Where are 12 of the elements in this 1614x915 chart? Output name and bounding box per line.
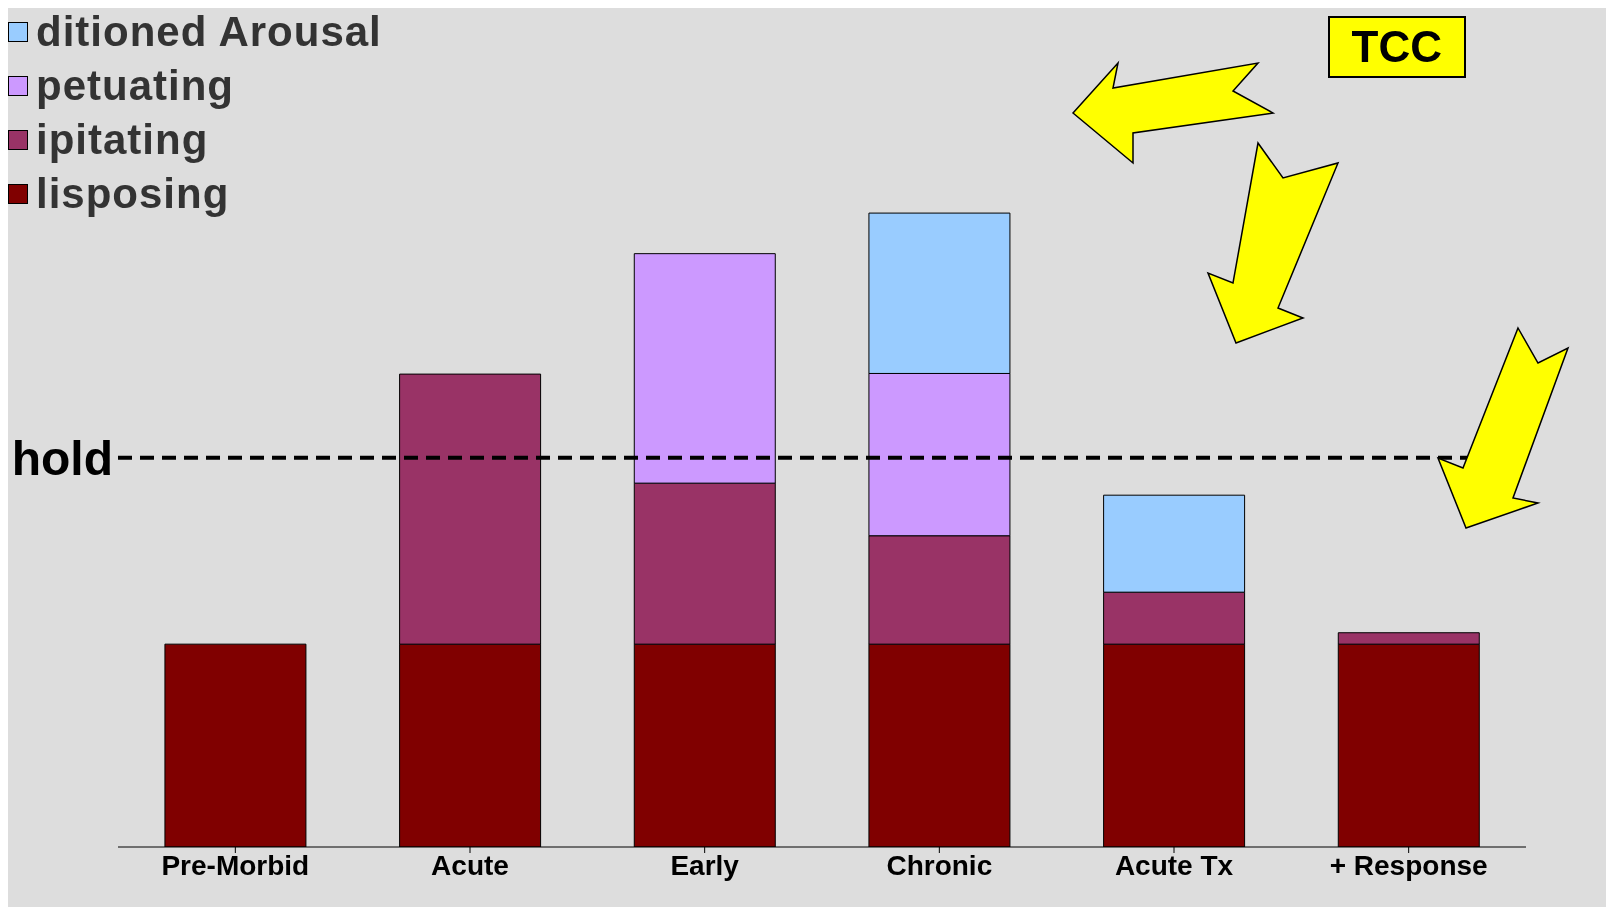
legend-label: petuating [36, 62, 234, 110]
ref-line-label: hold [11, 431, 113, 485]
legend-label: ipitating [36, 116, 209, 164]
x-tick-label: + Response [1329, 849, 1488, 881]
x-tick-label: Pre-Morbid [161, 849, 310, 881]
x-tick-label: Chronic [886, 849, 993, 881]
legend-label: lisposing [36, 170, 230, 218]
x-tick-label: Acute Tx [1114, 849, 1234, 881]
x-tick-label: Early [670, 849, 740, 881]
text: TCC [1327, 16, 1466, 78]
legend-label: ditioned Arousal [36, 8, 382, 56]
x-tick-label: Acute [431, 849, 509, 881]
